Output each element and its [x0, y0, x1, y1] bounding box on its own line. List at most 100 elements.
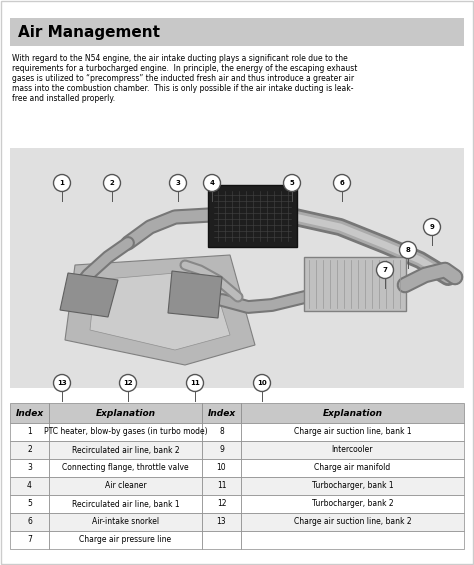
Circle shape	[423, 219, 440, 236]
Text: 3: 3	[175, 180, 181, 186]
Text: 1: 1	[60, 180, 64, 186]
Text: mass into the combustion chamber.  This is only possible if the air intake ducti: mass into the combustion chamber. This i…	[12, 84, 354, 93]
Text: PTC heater, blow-by gases (in turbo mode): PTC heater, blow-by gases (in turbo mode…	[44, 428, 207, 437]
FancyBboxPatch shape	[241, 513, 464, 531]
Polygon shape	[60, 273, 118, 317]
Text: Turbocharger, bank 1: Turbocharger, bank 1	[312, 481, 393, 490]
Text: With regard to the N54 engine, the air intake ducting plays a significant role d: With regard to the N54 engine, the air i…	[12, 54, 348, 63]
Circle shape	[54, 375, 71, 392]
Text: requirements for a turbocharged engine.  In principle, the energy of the escapin: requirements for a turbocharged engine. …	[12, 64, 357, 73]
FancyBboxPatch shape	[241, 423, 464, 441]
Polygon shape	[90, 270, 230, 350]
FancyBboxPatch shape	[241, 495, 464, 513]
Text: 7: 7	[27, 536, 32, 545]
FancyBboxPatch shape	[202, 441, 241, 459]
Text: 8: 8	[406, 247, 410, 253]
Text: 6: 6	[27, 518, 32, 527]
FancyBboxPatch shape	[10, 459, 49, 477]
FancyBboxPatch shape	[202, 403, 241, 423]
FancyBboxPatch shape	[202, 513, 241, 531]
FancyBboxPatch shape	[10, 531, 49, 549]
Text: Recirculated air line, bank 1: Recirculated air line, bank 1	[72, 499, 179, 508]
Circle shape	[103, 175, 120, 192]
Text: 10: 10	[257, 380, 267, 386]
Text: 4: 4	[210, 180, 215, 186]
Text: 5: 5	[290, 180, 294, 186]
Text: 7: 7	[383, 267, 387, 273]
Text: Air-intake snorkel: Air-intake snorkel	[92, 518, 159, 527]
FancyBboxPatch shape	[241, 459, 464, 477]
FancyBboxPatch shape	[10, 423, 49, 441]
FancyBboxPatch shape	[10, 403, 49, 423]
Text: 10: 10	[217, 463, 226, 472]
Text: gases is utilized to “precompress” the inducted fresh air and thus introduce a g: gases is utilized to “precompress” the i…	[12, 74, 354, 83]
Circle shape	[170, 175, 186, 192]
Text: 5: 5	[27, 499, 32, 508]
Polygon shape	[168, 271, 222, 318]
Circle shape	[203, 175, 220, 192]
Text: Charge air suction line, bank 1: Charge air suction line, bank 1	[294, 428, 411, 437]
FancyBboxPatch shape	[202, 531, 241, 549]
FancyBboxPatch shape	[49, 441, 202, 459]
FancyBboxPatch shape	[49, 513, 202, 531]
Text: Explanation: Explanation	[95, 408, 155, 418]
Text: Connecting flange, throttle valve: Connecting flange, throttle valve	[62, 463, 189, 472]
Polygon shape	[65, 255, 255, 365]
Circle shape	[376, 262, 393, 279]
Text: Turbocharger, bank 2: Turbocharger, bank 2	[312, 499, 393, 508]
Circle shape	[186, 375, 203, 392]
Text: Charge air pressure line: Charge air pressure line	[80, 536, 172, 545]
Circle shape	[254, 375, 271, 392]
FancyBboxPatch shape	[10, 513, 49, 531]
Text: 6: 6	[340, 180, 345, 186]
FancyBboxPatch shape	[202, 459, 241, 477]
FancyBboxPatch shape	[49, 459, 202, 477]
Text: 8: 8	[219, 428, 224, 437]
Circle shape	[54, 175, 71, 192]
Text: Air cleaner: Air cleaner	[105, 481, 146, 490]
Text: Intercooler: Intercooler	[332, 445, 373, 454]
Text: 4: 4	[27, 481, 32, 490]
FancyBboxPatch shape	[10, 441, 49, 459]
Text: free and installed properly.: free and installed properly.	[12, 94, 115, 103]
FancyBboxPatch shape	[10, 477, 49, 495]
Text: Index: Index	[16, 408, 44, 418]
FancyBboxPatch shape	[241, 403, 464, 423]
FancyBboxPatch shape	[49, 423, 202, 441]
Text: 2: 2	[109, 180, 114, 186]
Text: 3: 3	[27, 463, 32, 472]
Text: Recirculated air line, bank 2: Recirculated air line, bank 2	[72, 445, 179, 454]
Text: 12: 12	[123, 380, 133, 386]
FancyBboxPatch shape	[10, 495, 49, 513]
Text: 1: 1	[27, 428, 32, 437]
Text: 13: 13	[57, 380, 67, 386]
Text: Explanation: Explanation	[322, 408, 383, 418]
FancyBboxPatch shape	[304, 257, 406, 311]
FancyBboxPatch shape	[10, 18, 464, 46]
Circle shape	[400, 241, 417, 259]
FancyBboxPatch shape	[241, 477, 464, 495]
Text: Index: Index	[208, 408, 236, 418]
FancyBboxPatch shape	[49, 477, 202, 495]
Text: 9: 9	[219, 445, 224, 454]
FancyBboxPatch shape	[49, 531, 202, 549]
Text: Charge air suction line, bank 2: Charge air suction line, bank 2	[294, 518, 411, 527]
Text: 11: 11	[190, 380, 200, 386]
Circle shape	[334, 175, 350, 192]
FancyBboxPatch shape	[49, 495, 202, 513]
Text: Air Management: Air Management	[18, 24, 160, 40]
Text: 13: 13	[217, 518, 226, 527]
Text: 12: 12	[217, 499, 226, 508]
FancyBboxPatch shape	[202, 477, 241, 495]
FancyBboxPatch shape	[49, 403, 202, 423]
FancyBboxPatch shape	[10, 148, 464, 388]
Text: 9: 9	[429, 224, 435, 230]
Text: 11: 11	[217, 481, 226, 490]
FancyBboxPatch shape	[241, 531, 464, 549]
Text: Charge air manifold: Charge air manifold	[314, 463, 391, 472]
Text: 2: 2	[27, 445, 32, 454]
FancyBboxPatch shape	[241, 441, 464, 459]
FancyBboxPatch shape	[208, 185, 297, 247]
Circle shape	[283, 175, 301, 192]
Circle shape	[119, 375, 137, 392]
